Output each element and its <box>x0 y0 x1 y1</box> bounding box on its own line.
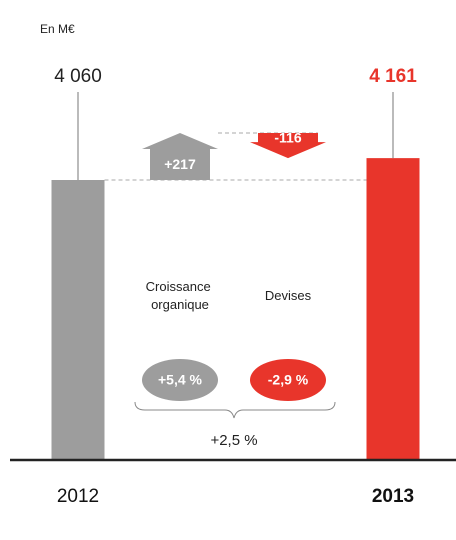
pct-label: -2,9 % <box>268 372 309 388</box>
bar <box>366 158 420 460</box>
pct-pill <box>250 359 326 401</box>
value-label: 4 161 <box>369 66 417 87</box>
unit-label: En M€ <box>40 22 75 36</box>
step-arrow <box>250 133 326 159</box>
step-name: Devises <box>265 288 312 303</box>
step-value-label: +217 <box>164 156 196 172</box>
bracket <box>134 401 336 419</box>
step-name: Croissance organique <box>146 279 215 312</box>
total-change-label: +2,5 % <box>210 432 257 449</box>
value-label: 4 060 <box>54 66 102 87</box>
step-arrow <box>142 133 218 180</box>
x-tick-label: 2012 <box>57 486 99 507</box>
x-tick-label: 2013 <box>372 486 414 507</box>
bar <box>51 180 105 460</box>
pct-label: +5,4 % <box>158 372 203 388</box>
step-value-label: -116 <box>274 129 301 145</box>
pct-pill <box>142 359 218 401</box>
